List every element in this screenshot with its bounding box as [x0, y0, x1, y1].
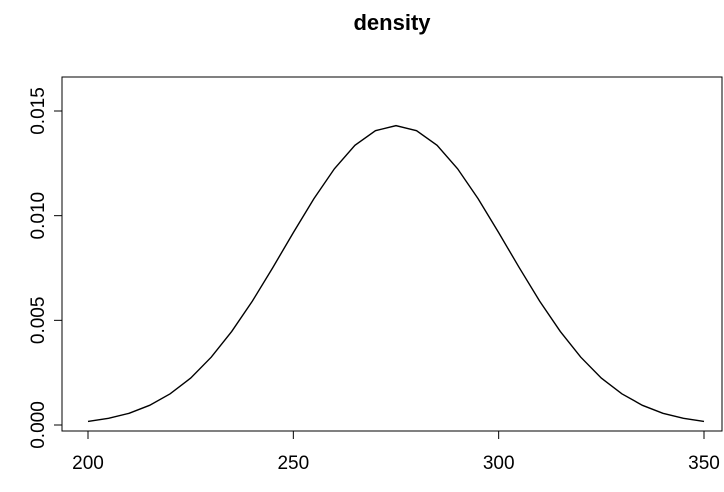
y-tick-label: 0.005 [28, 297, 49, 345]
y-axis: 0.000 0.005 0.010 0.015 [28, 87, 63, 449]
x-axis: 200 250 300 350 [72, 430, 720, 474]
x-tick-label: 350 [688, 453, 720, 474]
x-tick-label: 200 [72, 453, 104, 474]
x-tick-label: 300 [483, 453, 515, 474]
plot-area-frame [61, 76, 723, 432]
y-tick-label: 0.015 [28, 87, 49, 135]
density-curve [87, 124, 705, 423]
chart-title: density [353, 10, 431, 35]
x-tick-label: 250 [277, 453, 309, 474]
y-tick-label: 0.010 [28, 192, 49, 240]
y-tick-label: 0.000 [28, 401, 49, 449]
series-layer [87, 124, 705, 423]
